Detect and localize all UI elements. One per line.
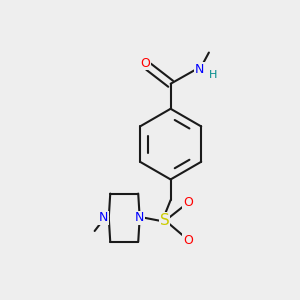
Text: S: S [160,213,169,228]
Text: O: O [140,57,150,70]
Text: N: N [195,62,204,76]
Text: O: O [183,196,193,208]
Text: H: H [208,70,217,80]
Text: O: O [183,234,193,247]
Text: N: N [135,211,144,224]
Text: N: N [99,211,108,224]
